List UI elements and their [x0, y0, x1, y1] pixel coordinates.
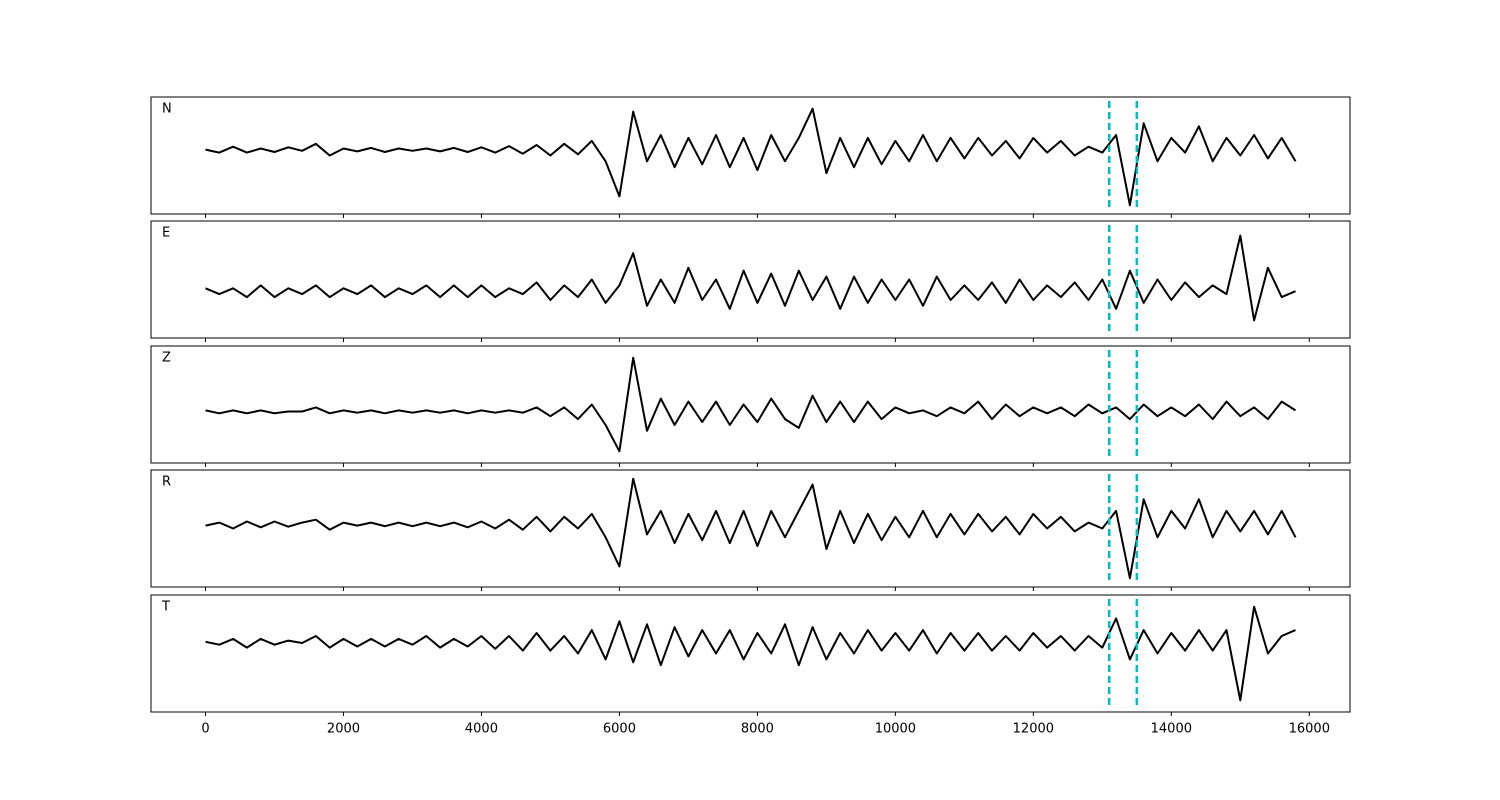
- panel-label: R: [162, 475, 171, 490]
- panel-frame: [150, 345, 1351, 464]
- x-tick-label: 12000: [1013, 722, 1054, 737]
- waveform: [205, 477, 1297, 580]
- waveform: [205, 356, 1297, 453]
- x-tick-label: 8000: [741, 722, 774, 737]
- waveform: [205, 605, 1296, 702]
- panel-frame: [150, 469, 1351, 588]
- x-tick-label: 6000: [603, 722, 636, 737]
- panel-label: Z: [162, 351, 171, 366]
- x-tick-label: 4000: [465, 722, 498, 737]
- panel-label: E: [162, 226, 170, 241]
- waveform: [205, 234, 1296, 322]
- x-tick-label: 10000: [875, 722, 916, 737]
- x-tick-label: 14000: [1151, 722, 1192, 737]
- panel-frame: [150, 96, 1351, 215]
- panel-frame: [150, 220, 1351, 339]
- waveform: [205, 107, 1297, 207]
- x-tick-label: 2000: [327, 722, 360, 737]
- panel-frame: [150, 594, 1351, 713]
- panel-label: T: [161, 600, 170, 615]
- panel-label: N: [162, 102, 172, 117]
- x-tick-label: 0: [201, 722, 209, 737]
- x-tick-label: 16000: [1289, 722, 1330, 737]
